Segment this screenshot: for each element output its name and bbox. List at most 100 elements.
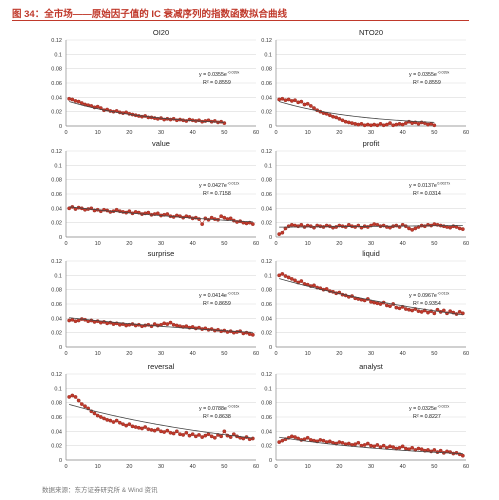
x-tick-label: 10	[95, 130, 101, 136]
data-point	[410, 121, 415, 125]
data-point	[193, 434, 198, 439]
figure-source: 数据来源：东方证券研究所 & Wind 资讯	[42, 487, 158, 494]
y-tick-label: 0	[59, 235, 62, 241]
data-point	[168, 320, 173, 325]
y-tick-label: 0.12	[51, 149, 62, 155]
data-point	[244, 221, 249, 226]
chart-title: reversal	[148, 362, 175, 371]
data-point	[76, 398, 81, 403]
equation-exponent: -0.016x	[227, 405, 239, 409]
data-point	[293, 435, 297, 439]
data-point	[171, 322, 176, 327]
data-point	[346, 222, 351, 227]
data-point	[337, 116, 342, 121]
x-tick-label: 0	[64, 351, 67, 357]
data-point	[197, 217, 201, 221]
y-tick-label: 0.1	[54, 52, 62, 58]
data-point	[356, 122, 361, 127]
data-point	[67, 395, 72, 399]
data-point	[410, 308, 415, 313]
r-squared-label: R² = 0.8659	[203, 301, 231, 307]
title-divider	[12, 20, 469, 21]
data-point	[296, 224, 301, 229]
y-tick-label: 0.02	[261, 110, 272, 116]
data-point	[108, 418, 113, 423]
x-tick-label: 60	[253, 464, 259, 470]
data-point	[369, 443, 373, 448]
chart-title: value	[152, 139, 170, 148]
data-point	[155, 211, 160, 216]
x-tick-label: 0	[274, 130, 277, 136]
y-tick-label: 0.04	[261, 95, 272, 101]
data-point	[181, 433, 186, 437]
x-tick-label: 0	[64, 241, 67, 247]
data-point	[296, 100, 301, 105]
data-point	[162, 430, 167, 434]
y-tick-label: 0.04	[51, 206, 62, 212]
series-line	[69, 98, 225, 124]
data-point	[353, 122, 358, 126]
data-point	[308, 224, 313, 229]
chart-title: surprise	[148, 249, 175, 258]
y-tick-label: 0.04	[51, 316, 62, 322]
data-point	[384, 225, 389, 229]
data-point	[219, 119, 224, 124]
y-tick-label: 0.08	[51, 288, 62, 294]
x-tick-label: 50	[221, 241, 227, 247]
data-point	[397, 445, 402, 450]
data-point	[244, 330, 249, 335]
data-point	[302, 102, 307, 107]
data-point	[448, 309, 453, 314]
data-point	[219, 329, 224, 334]
data-point	[394, 305, 399, 310]
data-point	[219, 434, 224, 439]
data-point	[280, 230, 285, 235]
data-point	[454, 450, 459, 455]
x-tick-label: 60	[253, 351, 259, 357]
chart-panel: reversal 0 0.02 0.04 0.06 0.08 0.1 0.12 0 10 20 30 4…	[51, 362, 259, 470]
data-point	[105, 418, 110, 422]
data-point	[171, 431, 176, 436]
x-tick-label: 40	[400, 351, 406, 357]
data-point	[149, 324, 154, 329]
y-tick-label: 0.12	[261, 149, 272, 155]
data-point	[67, 206, 72, 211]
data-point	[391, 445, 396, 449]
data-point	[299, 99, 304, 104]
data-point	[130, 424, 135, 429]
trendline	[69, 404, 253, 439]
y-tick-label: 0.02	[51, 110, 62, 116]
data-point	[277, 97, 282, 102]
data-point	[381, 443, 386, 448]
data-point	[369, 123, 373, 128]
data-point	[432, 448, 437, 452]
equation-label: y = 0.0967e	[409, 293, 437, 299]
y-tick-label: 0.02	[261, 221, 272, 227]
y-tick-label: 0.06	[261, 302, 272, 308]
r-squared-label: R² = 0.9354	[413, 301, 441, 307]
data-point	[143, 425, 148, 429]
x-tick-label: 30	[158, 351, 164, 357]
chart-title: analyst	[359, 362, 384, 371]
x-tick-label: 10	[305, 464, 311, 470]
data-point	[203, 216, 208, 221]
y-tick-label: 0.12	[261, 372, 272, 378]
x-tick-label: 40	[190, 464, 196, 470]
data-point	[460, 311, 465, 316]
trendline	[279, 436, 463, 455]
data-point	[146, 427, 151, 432]
data-point	[140, 426, 144, 431]
data-point	[67, 96, 72, 101]
trendline	[69, 317, 253, 333]
data-point	[178, 432, 182, 437]
x-tick-label: 50	[221, 130, 227, 136]
r-squared-label: R² = 0.8559	[203, 80, 231, 86]
y-tick-label: 0.06	[51, 81, 62, 87]
data-point	[410, 227, 415, 232]
data-point	[277, 273, 282, 278]
data-point	[286, 97, 291, 102]
y-tick-label: 0.06	[261, 81, 272, 87]
data-point	[451, 224, 456, 229]
x-tick-label: 10	[95, 464, 101, 470]
x-tick-label: 30	[368, 130, 374, 136]
